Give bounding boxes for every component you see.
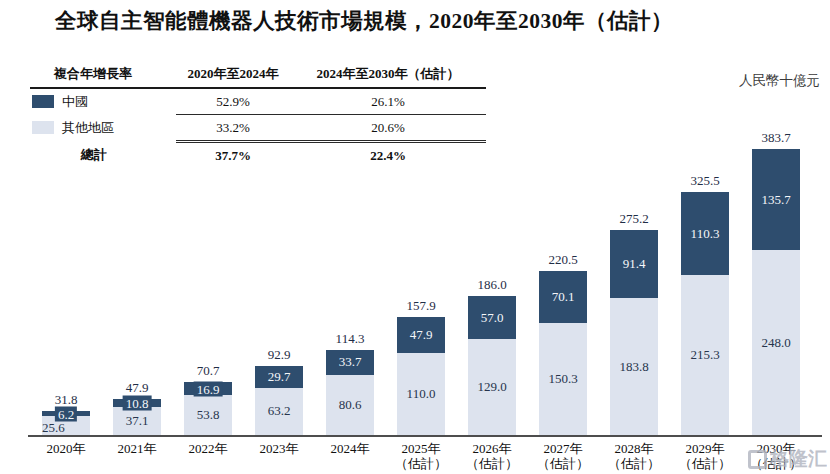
bar-total-label: 186.0 (477, 277, 506, 293)
segment-others-value: 110.0 (397, 386, 445, 402)
bar-2025年: 157.947.9110.0 (397, 317, 445, 435)
bar-total-label: 383.7 (761, 130, 790, 146)
bar-total-label: 220.5 (548, 252, 577, 268)
x-axis-label: 2020年 (30, 442, 102, 457)
segment-china: 70.1 (539, 271, 587, 323)
x-axis-label: 2027年（估計） (527, 442, 599, 472)
gelonghui-watermark-text: 格隆汇 (770, 446, 827, 472)
bar-total-label: 325.5 (690, 173, 719, 189)
bar-total-label: 92.9 (268, 347, 291, 363)
segment-others: 110.0 (397, 353, 445, 435)
x-axis-line (28, 435, 822, 437)
segment-china-value: 47.9 (397, 327, 445, 343)
bar-2020年: 31.86.225.6 (42, 411, 90, 435)
segment-others-value: 248.0 (752, 335, 800, 351)
segment-china-value: 91.4 (610, 256, 658, 272)
segment-china: 29.7 (255, 366, 303, 388)
segment-others-value: 80.6 (326, 397, 374, 413)
gelonghui-logo-icon (748, 450, 767, 469)
x-axis-label: 2023年 (243, 442, 315, 457)
bar-2023年: 92.929.763.2 (255, 366, 303, 435)
gelonghui-watermark: 格隆汇 (748, 446, 827, 472)
x-axis-label: 2024年 (314, 442, 386, 457)
x-axis-label: 2029年（估計） (669, 442, 741, 472)
x-axis-label: 2021年 (101, 442, 173, 457)
segment-others: 248.0 (752, 250, 800, 435)
bar-2022年: 70.716.953.8 (184, 382, 232, 435)
bar-total-label: 275.2 (619, 211, 648, 227)
segment-china-value: 16.9 (194, 381, 223, 396)
bar-2029年: 325.5110.3215.3 (681, 192, 729, 435)
segment-china-value: 70.1 (539, 289, 587, 305)
segment-china-value: 110.3 (681, 226, 729, 242)
segment-others-value: 37.1 (113, 413, 161, 429)
segment-china: 47.9 (397, 317, 445, 353)
bar-total-label: 114.3 (336, 331, 365, 347)
segment-china: 33.7 (326, 350, 374, 375)
segment-china-value: 29.7 (255, 369, 303, 385)
segment-others: 63.2 (255, 388, 303, 435)
segment-others-value: 63.2 (255, 403, 303, 419)
bar-2030年: 383.7135.7248.0 (752, 149, 800, 435)
segment-others-value: 215.3 (681, 347, 729, 363)
bar-total-label: 70.7 (197, 363, 220, 379)
stacked-bar-chart: 31.86.225.62020年47.910.837.12021年70.716.… (0, 0, 830, 474)
segment-others-value: 53.8 (184, 407, 232, 423)
segment-china: 110.3 (681, 192, 729, 274)
segment-others: 80.6 (326, 375, 374, 435)
segment-others: 150.3 (539, 323, 587, 435)
segment-china: 57.0 (468, 296, 516, 338)
segment-china: 16.9 (184, 382, 232, 395)
segment-others: 37.1 (113, 407, 161, 435)
segment-china-value: 135.7 (752, 192, 800, 208)
x-axis-label: 2022年 (172, 442, 244, 457)
bar-total-label: 47.9 (126, 380, 149, 396)
segment-china: 91.4 (610, 230, 658, 298)
segment-others-value: 183.8 (610, 359, 658, 375)
segment-china: 10.8 (113, 399, 161, 407)
bar-2026年: 186.057.0129.0 (468, 296, 516, 435)
segment-others: 215.3 (681, 275, 729, 435)
segment-others: 129.0 (468, 339, 516, 435)
x-axis-label: 2028年（估計） (598, 442, 670, 472)
segment-others-value: 129.0 (468, 379, 516, 395)
segment-china: 135.7 (752, 149, 800, 250)
segment-others: 53.8 (184, 395, 232, 435)
bar-2024年: 114.333.780.6 (326, 350, 374, 435)
segment-china-value: 6.2 (55, 406, 77, 421)
bar-total-label: 157.9 (406, 298, 435, 314)
bar-2028年: 275.291.4183.8 (610, 230, 658, 435)
segment-china-value: 10.8 (123, 396, 152, 411)
bar-2027年: 220.570.1150.3 (539, 271, 587, 435)
x-axis-label: 2025年（估計） (385, 442, 457, 472)
segment-others-value: 150.3 (539, 371, 587, 387)
x-axis-label: 2026年（估計） (456, 442, 528, 472)
segment-china-value: 57.0 (468, 310, 516, 326)
bar-2021年: 47.910.837.1 (113, 399, 161, 435)
segment-china-value: 33.7 (326, 354, 374, 370)
segment-others: 183.8 (610, 298, 658, 435)
